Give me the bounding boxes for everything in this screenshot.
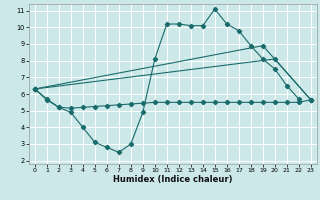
X-axis label: Humidex (Indice chaleur): Humidex (Indice chaleur) bbox=[113, 175, 233, 184]
